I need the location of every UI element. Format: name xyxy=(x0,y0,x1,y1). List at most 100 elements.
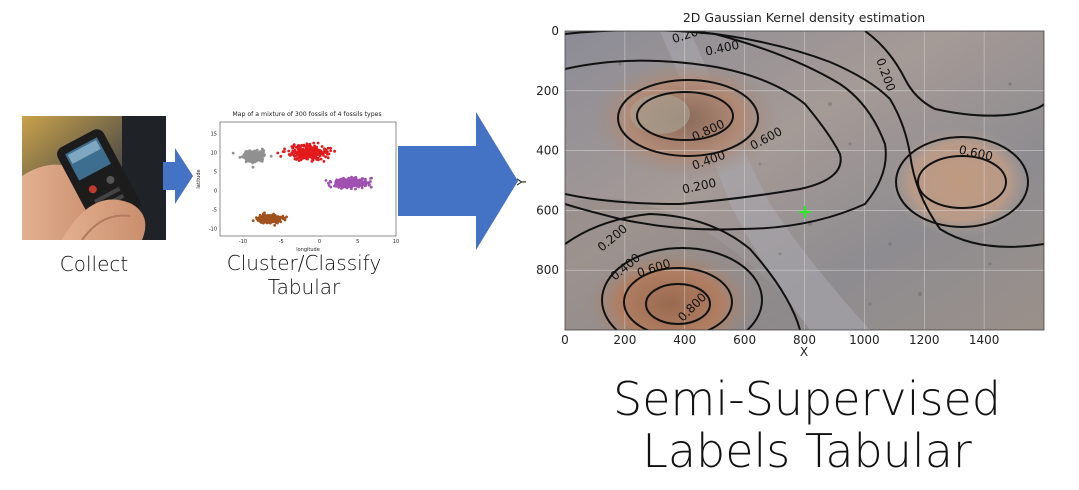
scatter-point xyxy=(251,165,255,169)
scatter-point xyxy=(279,155,283,158)
scatter-point xyxy=(301,153,305,157)
scatter-point xyxy=(369,185,373,189)
scatter-point xyxy=(329,185,333,189)
scatter-point xyxy=(246,153,250,156)
scatter-point xyxy=(287,149,291,153)
scatter-point xyxy=(253,160,257,164)
scatter-point xyxy=(260,156,264,160)
scatter-point xyxy=(305,147,308,151)
scatter-y-tick: 0 xyxy=(214,188,217,194)
collect-label: Collect xyxy=(59,252,129,276)
scatter-point xyxy=(307,144,310,148)
scatter-point xyxy=(311,149,315,152)
scatter-point xyxy=(296,147,300,151)
kde-xlabel: X xyxy=(800,345,808,359)
scatter-point xyxy=(252,151,256,155)
scatter-y-tick: 15 xyxy=(211,131,217,137)
scatter-point xyxy=(320,151,324,155)
scatter-point xyxy=(307,154,310,158)
density-contours xyxy=(565,31,1044,330)
kde-x-tick: 400 xyxy=(673,333,696,347)
scatter-point xyxy=(329,149,332,153)
result-label-line2: Labels Tabular xyxy=(642,424,972,478)
scatter-point xyxy=(238,156,242,159)
scatter-point xyxy=(258,216,261,219)
scatter-point xyxy=(349,181,353,185)
scatter-point xyxy=(322,160,326,163)
scatter-point xyxy=(354,187,357,191)
scatter-point xyxy=(333,149,336,153)
scatter-point xyxy=(251,157,254,161)
scatter-point xyxy=(305,142,309,146)
scatter-point xyxy=(255,148,259,152)
scatter-point xyxy=(366,181,370,185)
scatter-point xyxy=(269,154,273,158)
kde-title: 2D Gaussian Kernel density estimation xyxy=(683,10,925,25)
kde-x-tick: 1200 xyxy=(909,333,940,347)
scatter-point xyxy=(327,181,330,185)
scatter-x-tick: 0 xyxy=(318,239,321,245)
scatter-ylabel: latitude xyxy=(196,169,202,188)
scatter-point xyxy=(326,156,330,160)
scatter-point xyxy=(303,144,306,148)
selected-point-marker xyxy=(799,206,811,218)
scatter-point xyxy=(245,149,248,153)
scatter-point xyxy=(259,221,263,224)
scatter-point xyxy=(248,160,251,163)
scatter-point xyxy=(319,157,323,161)
scatter-point xyxy=(326,146,330,150)
scatter-point xyxy=(259,150,262,153)
scatter-point xyxy=(355,181,359,185)
scatter-point xyxy=(364,177,367,181)
scatter-point xyxy=(254,152,258,156)
kde-y-tick: 600 xyxy=(536,203,559,217)
scatter-title: Map of a mixture of 300 fossils of 4 fos… xyxy=(232,111,381,118)
scatter-point xyxy=(340,182,344,186)
scatter-point xyxy=(312,141,316,145)
scatter-point xyxy=(301,151,305,154)
scatter-point xyxy=(261,154,265,158)
scatter-point xyxy=(297,153,301,157)
scatter-point xyxy=(322,147,326,151)
contour-label: 0.400 xyxy=(704,38,741,59)
scatter-point xyxy=(273,223,277,227)
scatter-point xyxy=(325,150,329,153)
kde-ylabel: Y xyxy=(515,178,529,187)
scatter-point xyxy=(318,150,322,153)
scatter-point xyxy=(350,175,353,179)
contour-label: 0.200 xyxy=(681,176,718,197)
scatter-x-tick: 5 xyxy=(356,239,359,245)
scatter-point xyxy=(352,181,356,185)
scatter-point xyxy=(270,219,274,223)
scatter-point xyxy=(346,182,350,186)
scatter-x-tick: -5 xyxy=(279,239,284,245)
scatter-point xyxy=(369,177,372,180)
scatter-point xyxy=(310,151,314,155)
cluster-label-line2: Tabular xyxy=(267,275,341,299)
kde-x-tick: 200 xyxy=(613,333,636,347)
kde-y-tick: 800 xyxy=(536,263,559,277)
scatter-point xyxy=(343,181,347,185)
scatter-point xyxy=(327,152,331,156)
scatter-point xyxy=(327,184,331,187)
scatter-point xyxy=(298,145,302,149)
scatter-point xyxy=(258,213,262,217)
scatter-point xyxy=(253,157,257,161)
scatter-point xyxy=(231,151,235,155)
scatter-point xyxy=(250,160,254,163)
scatter-point xyxy=(357,183,361,187)
scatter-point xyxy=(293,157,297,161)
scatter-point xyxy=(252,155,255,159)
scatter-point xyxy=(323,151,327,154)
scatter-point xyxy=(313,145,316,149)
scatter-point xyxy=(285,215,288,219)
scatter-point xyxy=(297,159,301,162)
scatter-point xyxy=(349,185,352,189)
kde-y-tick: 200 xyxy=(536,84,559,98)
scatter-point xyxy=(328,179,332,183)
scatter-point xyxy=(324,179,328,182)
scatter-point xyxy=(350,177,353,181)
scatter-y-tick: 5 xyxy=(214,169,217,175)
scatter-point xyxy=(291,146,294,150)
